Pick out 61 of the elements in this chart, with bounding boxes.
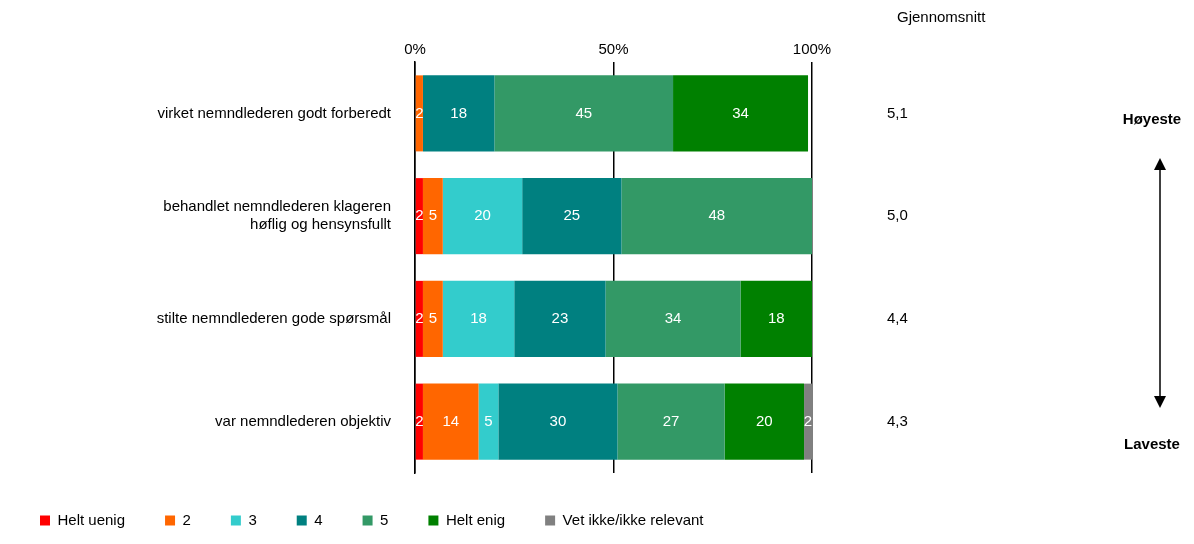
bar [422, 178, 443, 255]
bar [514, 280, 606, 357]
data-label: 48 [708, 206, 726, 224]
bar [522, 178, 622, 255]
x-tick-label: 0% [404, 40, 426, 58]
bar [673, 75, 809, 152]
data-label: 5 [428, 206, 438, 224]
bar [442, 280, 515, 357]
data-label: 2 [415, 309, 424, 327]
data-label: 18 [767, 309, 785, 327]
x-tick-label: 50% [598, 40, 629, 58]
data-label: 20 [756, 411, 773, 429]
bar [605, 280, 741, 357]
bar [422, 280, 443, 357]
data-label: 45 [575, 103, 593, 121]
text: 4,3 [887, 411, 908, 429]
data-label: 5 [484, 411, 493, 429]
data-label: 34 [664, 309, 682, 327]
data-label: 27 [662, 411, 680, 429]
y-tick-label: virket nemndlederen godt forberedt [157, 103, 392, 121]
legend-label: 4 [314, 510, 323, 528]
data-label: 34 [732, 103, 749, 121]
data-label: 18 [470, 309, 487, 327]
bar [724, 383, 805, 460]
data-label: 18 [450, 103, 468, 121]
legend-label: 2 [182, 510, 191, 528]
bar [422, 75, 495, 152]
x-tick-label: 100% [792, 40, 832, 58]
legend-label: Helt uenig [57, 510, 126, 528]
y-tick-label: stilte nemndlederen gode spørsmål [156, 309, 391, 327]
legend-label: 5 [380, 510, 389, 528]
bar [478, 383, 499, 460]
bar [422, 383, 479, 460]
text: Laveste [1124, 435, 1180, 453]
data-label: 20 [474, 206, 491, 224]
bar [442, 178, 523, 255]
text: Høyeste [1122, 110, 1182, 128]
data-label: 5 [428, 309, 438, 327]
text: 5,0 [887, 206, 908, 224]
data-label: 2 [415, 103, 424, 121]
text: Gjennomsnitt [897, 8, 987, 26]
data-label: 25 [563, 206, 581, 224]
legend-label: Vet ikke/ikke relevant [562, 510, 705, 528]
bar [494, 75, 674, 152]
data-label: 23 [551, 309, 569, 327]
y-tick-label: behandlet nemndlederen klageren høflig og hensynsfullt [163, 197, 392, 233]
data-label: 30 [549, 411, 567, 429]
bar [617, 383, 725, 460]
data-label: 14 [442, 411, 460, 429]
bar [621, 178, 812, 255]
data-label: 2 [803, 411, 813, 429]
legend-label: 3 [248, 510, 257, 528]
text: 5,1 [887, 103, 908, 121]
bar [804, 383, 812, 460]
bar [498, 383, 618, 460]
text: 4,4 [887, 309, 908, 327]
legend-label: Helt enig [445, 510, 506, 528]
y-tick-label: var nemndlederen objektiv [215, 411, 392, 429]
data-label: 2 [415, 411, 424, 429]
data-label: 2 [415, 206, 424, 224]
bar [740, 280, 812, 357]
